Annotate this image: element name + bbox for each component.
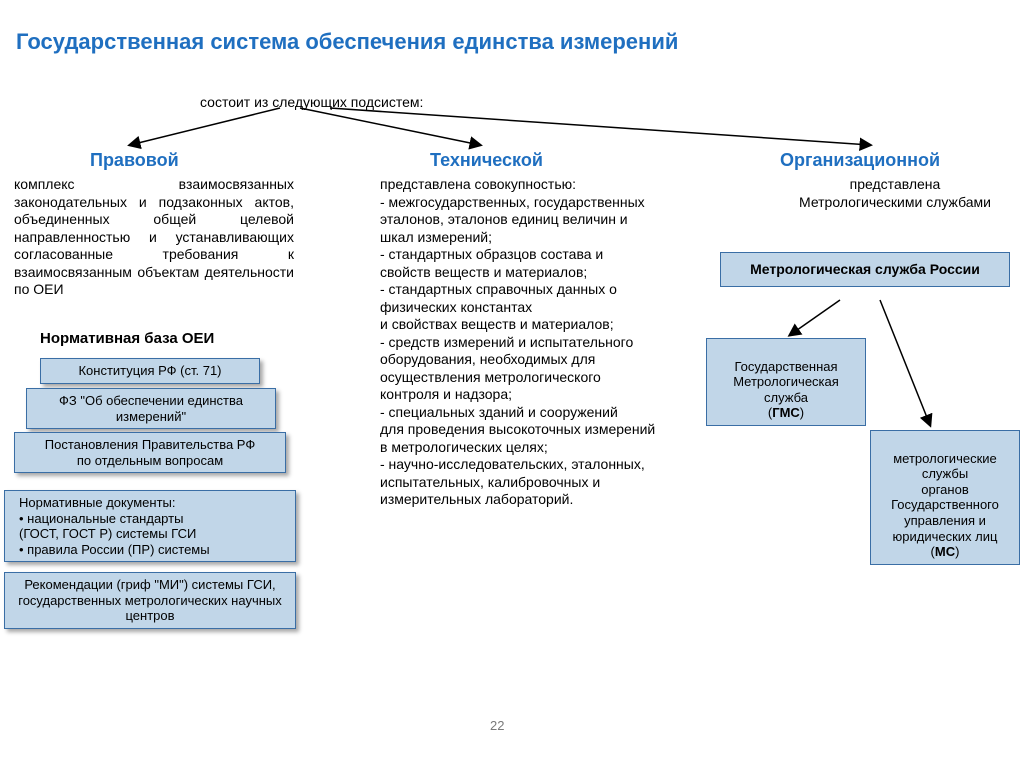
page-number: 22 <box>490 718 504 733</box>
norm-base-title: Нормативная база ОЕИ <box>40 330 214 347</box>
box-metrology-service-russia: Метрологическая служба России <box>720 252 1010 287</box>
box-norm-docs: Нормативные документы: • национальные ст… <box>4 490 296 562</box>
box-ms: метрологические службыоргановГосударстве… <box>870 430 1020 565</box>
legal-desc: комплекс взаимосвязанных законодательных… <box>14 176 294 299</box>
heading-legal: Правовой <box>90 150 179 171</box>
box-fz: ФЗ "Об обеспечении единства измерений" <box>26 388 276 429</box>
box-gov-decree: Постановления Правительства РФ по отдель… <box>14 432 286 473</box>
heading-org: Организационной <box>780 150 940 171</box>
box-gms-text: Государственная Метрологическая служба(Г… <box>733 359 839 421</box>
box-ms-text: метрологические службыоргановГосударстве… <box>891 451 999 560</box>
box-constitution: Конституция РФ (ст. 71) <box>40 358 260 384</box>
page-title: Государственная система обеспечения един… <box>16 28 678 56</box>
heading-technical: Технической <box>430 150 543 171</box>
subtitle-text: состоит из следующих подсистем: <box>200 94 423 110</box>
box-gms: Государственная Метрологическая служба(Г… <box>706 338 866 426</box>
box-recommendations: Рекомендации (гриф "МИ") системы ГСИ, го… <box>4 572 296 629</box>
technical-desc: представлена совокупностью: - межгосудар… <box>380 176 660 509</box>
org-desc: представлена Метрологическими службами <box>770 176 1020 211</box>
